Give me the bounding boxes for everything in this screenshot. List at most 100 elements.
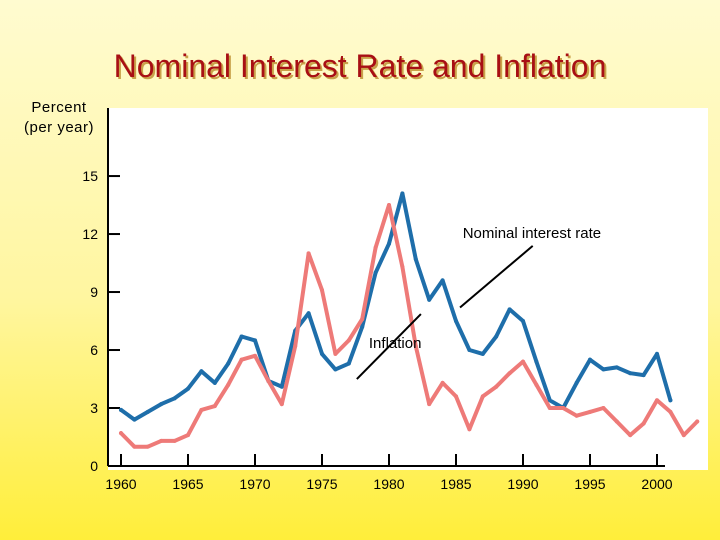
data-point [574, 413, 579, 418]
data-point [534, 382, 539, 387]
data-point [199, 369, 204, 374]
data-point [467, 427, 472, 432]
data-point [145, 444, 150, 449]
data-point [172, 438, 177, 443]
data-point [360, 317, 365, 322]
annotation-label: Inflation [369, 335, 422, 352]
data-point [507, 371, 512, 376]
data-point [427, 297, 432, 302]
chart-title: Nominal Interest Rate and Inflation [113, 48, 607, 84]
data-point [588, 409, 592, 414]
data-point [480, 351, 485, 356]
data-point [547, 398, 552, 403]
x-tick-label: 1995 [574, 476, 605, 492]
data-point [614, 365, 619, 370]
series-line [119, 203, 700, 449]
y-tick-label: 15 [82, 168, 98, 184]
series-line [119, 191, 673, 422]
data-point [306, 251, 311, 256]
data-point [226, 361, 231, 366]
data-point [574, 380, 579, 385]
data-point [655, 398, 659, 403]
annotation-layer: Nominal interest rate Inflation [356, 225, 601, 380]
data-point [668, 398, 673, 403]
data-point [400, 191, 405, 196]
data-point [454, 319, 458, 324]
annotation-label: Nominal interest rate [463, 225, 601, 242]
data-point [159, 402, 164, 407]
y-axis-label-line1: Percent [31, 99, 87, 116]
data-point [333, 367, 338, 372]
data-point [641, 373, 646, 378]
data-point [561, 406, 566, 411]
data-point [413, 257, 418, 262]
data-point [521, 359, 525, 364]
data-point [172, 396, 177, 401]
data-point [440, 278, 445, 283]
data-point [387, 203, 391, 208]
data-point [132, 444, 137, 449]
data-point [239, 334, 244, 339]
data-point [467, 348, 472, 353]
data-point [226, 382, 231, 387]
data-point [454, 394, 458, 399]
data-point [132, 417, 137, 422]
data-point [655, 351, 659, 356]
series-0 [119, 191, 673, 422]
data-point [159, 438, 164, 443]
y-axis-label: Percent (per year) [14, 98, 104, 138]
data-point [145, 409, 150, 414]
x-tick-label: 1975 [306, 476, 337, 492]
data-point [119, 431, 123, 436]
x-tick-label: 1985 [440, 476, 471, 492]
axes: 0 3 6 9 12 15 1960 1965 1970 1975 1980 1985 1990 1995… [82, 108, 673, 492]
y-tick-label: 9 [90, 284, 98, 300]
annotation-pointer [459, 245, 534, 309]
data-point [373, 245, 378, 250]
y-axis-label-line2: (per year) [23, 119, 95, 136]
data-point [119, 407, 123, 412]
data-point [387, 241, 391, 246]
data-point [212, 404, 217, 409]
data-point [628, 371, 633, 376]
data-point [346, 361, 351, 366]
data-point [601, 367, 606, 372]
data-point [427, 402, 432, 407]
x-tick-label: 1990 [507, 476, 538, 492]
x-tick-label: 1960 [105, 476, 136, 492]
y-tick-label: 12 [82, 226, 98, 242]
data-point [253, 338, 257, 343]
data-point [279, 384, 284, 389]
data-point [628, 433, 633, 438]
data-point [400, 264, 405, 269]
data-point [320, 288, 324, 293]
data-point [494, 334, 499, 339]
data-point [360, 324, 365, 329]
data-point [320, 351, 324, 356]
y-tick-label: 3 [90, 400, 98, 416]
data-point [440, 380, 445, 385]
data-point [293, 344, 298, 349]
data-point [681, 433, 686, 438]
data-point [306, 311, 311, 316]
data-point [413, 344, 418, 349]
series-1 [119, 203, 700, 449]
x-tick-label: 1965 [172, 476, 203, 492]
data-point [373, 270, 378, 275]
data-point [199, 407, 204, 412]
data-point [521, 319, 525, 324]
data-point [494, 384, 499, 389]
y-tick-label: 0 [90, 458, 98, 474]
data-point [266, 378, 271, 383]
data-point [547, 406, 552, 411]
data-point [212, 380, 217, 385]
x-tick-label: 1980 [373, 476, 404, 492]
data-point [346, 338, 351, 343]
y-tick-label: 6 [90, 342, 98, 358]
data-point [534, 359, 539, 364]
annotation-pointer [356, 313, 422, 380]
data-point [239, 357, 244, 362]
x-tick-label: 2000 [641, 476, 672, 492]
series-layer [119, 191, 700, 449]
